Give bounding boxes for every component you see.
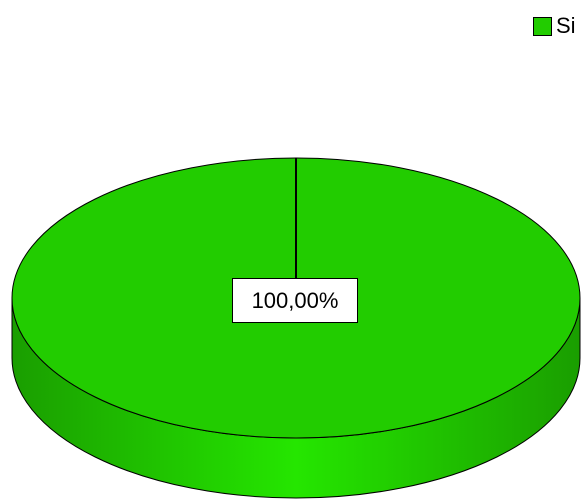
data-label-si: 100,00% bbox=[232, 278, 358, 323]
legend-label-si: Si bbox=[556, 13, 576, 38]
legend-swatch-si bbox=[533, 16, 552, 36]
legend: Si bbox=[533, 14, 576, 38]
